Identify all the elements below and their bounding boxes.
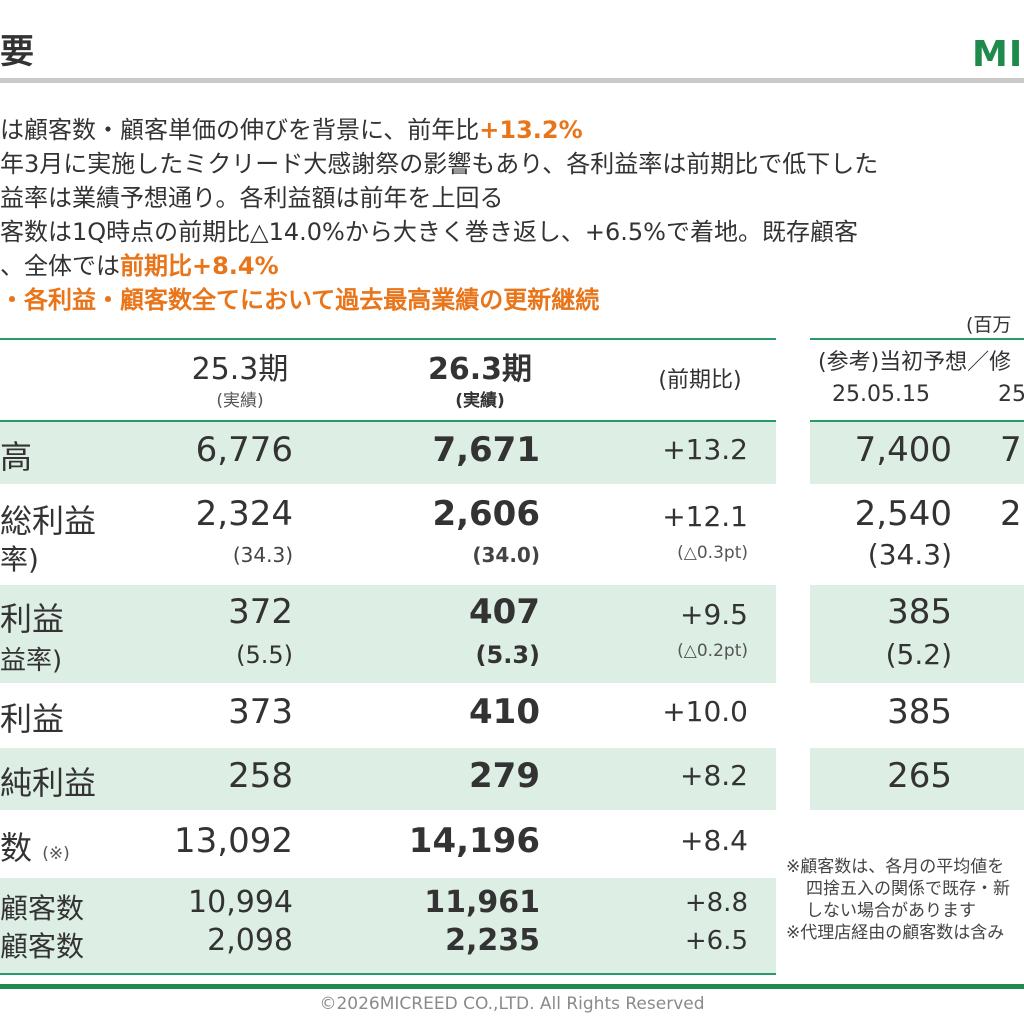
cell-yoy-sub: (△0.3pt) bbox=[677, 543, 748, 563]
cell-ref1: 385 bbox=[887, 692, 952, 732]
page-title: 要 bbox=[0, 32, 34, 72]
row-sub-label: 益率) bbox=[0, 646, 63, 676]
cell-ref1: 265 bbox=[887, 756, 952, 796]
cell-prev-sub: (5.5) bbox=[236, 641, 293, 669]
cell-ref1: 2,540 bbox=[854, 494, 952, 534]
cell-curr: 14,196 bbox=[408, 821, 540, 861]
ref-header-date2: 25 bbox=[998, 382, 1024, 407]
col-header-prev-sub: (実績) bbox=[216, 391, 264, 411]
highlight-customer-growth: 前期比+8.4% bbox=[120, 252, 279, 280]
cell-prev: 6,776 bbox=[195, 430, 293, 470]
row-band-sales bbox=[0, 422, 776, 484]
row-label: 高 bbox=[0, 438, 33, 476]
cell-prev: 10,994 bbox=[188, 885, 293, 920]
cell-curr: 11,961 bbox=[424, 885, 540, 920]
cell-ref1-sub: (34.3) bbox=[867, 538, 952, 571]
footer-divider bbox=[0, 984, 1024, 989]
row-band-customer-breakdown bbox=[0, 878, 776, 973]
ref-table-top-border bbox=[810, 338, 1024, 340]
row-label: 顧客数 bbox=[0, 892, 85, 925]
cell-curr: 407 bbox=[469, 592, 540, 632]
cell-ref1-sub: (5.2) bbox=[885, 638, 952, 671]
row-label: 顧客数 bbox=[0, 930, 85, 963]
cell-ref1: 7,400 bbox=[854, 430, 952, 470]
cell-curr: 2,235 bbox=[445, 923, 540, 958]
row-label: 総利益 bbox=[0, 502, 97, 540]
cell-curr: 410 bbox=[469, 692, 540, 732]
ref-row-band-operating bbox=[810, 585, 1024, 683]
cell-prev: 2,098 bbox=[207, 923, 293, 958]
highlight-sales-growth: +13.2% bbox=[479, 116, 583, 144]
cell-curr: 7,671 bbox=[432, 430, 540, 470]
cell-yoy: +6.5 bbox=[684, 926, 748, 956]
row-label-text: 数 bbox=[0, 829, 33, 867]
bullet-line-1: は顧客数・顧客単価の伸びを背景に、前年比+13.2% bbox=[0, 110, 583, 145]
cell-ref1: 385 bbox=[887, 592, 952, 632]
cell-curr-sub: (34.0) bbox=[472, 543, 540, 567]
cell-prev: 372 bbox=[228, 592, 293, 632]
cell-curr: 279 bbox=[469, 756, 540, 796]
header-bottom-border bbox=[0, 420, 776, 422]
cell-curr-sub: (5.3) bbox=[475, 641, 540, 669]
note-line-1: ※顧客数は、各月の平均値を bbox=[786, 857, 1005, 877]
bullet-text: は顧客数・顧客単価の伸びを背景に、前年比 bbox=[0, 116, 480, 144]
row-label: 利益 bbox=[0, 700, 65, 738]
logo-text-green: MI bbox=[972, 34, 1024, 75]
bullet-line-5: 、全体では前期比+8.4% bbox=[0, 246, 279, 281]
note-line-2: 四捨五入の関係で既存・新 bbox=[806, 879, 1010, 899]
cell-yoy: +9.5 bbox=[680, 598, 748, 631]
row-label: 数 (※) bbox=[0, 823, 70, 869]
note-line-3: しない場合があります bbox=[806, 901, 976, 921]
cell-yoy: +8.4 bbox=[680, 824, 748, 857]
row-band-operating bbox=[0, 585, 776, 683]
cell-curr: 2,606 bbox=[432, 494, 540, 534]
note-line-4: ※代理店経由の顧客数は含み bbox=[786, 923, 1005, 943]
cell-yoy: +10.0 bbox=[662, 695, 748, 728]
ref-header-date1: 25.05.15 bbox=[832, 382, 930, 407]
table-top-border bbox=[0, 338, 776, 340]
row-label: 純利益 bbox=[0, 764, 97, 802]
header-divider bbox=[0, 78, 1024, 83]
cell-prev: 258 bbox=[228, 756, 293, 796]
row-sub-label: 率) bbox=[0, 543, 39, 576]
col-header-curr-sub: (実績) bbox=[455, 391, 505, 411]
row-label: 利益 bbox=[0, 600, 65, 638]
cell-prev: 13,092 bbox=[174, 821, 293, 861]
ref-header-title: (参考)当初予想／修 bbox=[818, 350, 1012, 375]
cell-yoy: +12.1 bbox=[662, 500, 748, 533]
row-band-net bbox=[0, 748, 776, 810]
table-bottom-border bbox=[0, 973, 776, 975]
cell-yoy: +8.8 bbox=[684, 888, 748, 918]
bullet-text: 、全体では bbox=[0, 252, 120, 280]
cell-prev-sub: (34.3) bbox=[232, 543, 293, 567]
cell-yoy: +8.2 bbox=[680, 759, 748, 792]
cell-yoy-sub: (△0.2pt) bbox=[677, 641, 748, 661]
cell-ref2: 2 bbox=[1000, 494, 1022, 534]
cell-prev: 2,324 bbox=[195, 494, 293, 534]
cell-ref2: 7 bbox=[1000, 430, 1022, 470]
cell-prev: 373 bbox=[228, 692, 293, 732]
ref-row-band-sales bbox=[810, 422, 1024, 484]
col-header-curr: 26.3期 bbox=[427, 352, 533, 387]
col-header-prev: 25.3期 bbox=[191, 352, 289, 387]
ref-row-band-net bbox=[810, 748, 1024, 810]
cell-yoy: +13.2 bbox=[662, 433, 748, 466]
unit-label: (百万 bbox=[966, 314, 1012, 336]
bullet-line-6: ・各利益・顧客数全てにおいて過去最高業績の更新継続 bbox=[0, 286, 600, 314]
ref-header-bottom-border bbox=[810, 420, 1024, 422]
copyright-text: ©2026MICREED CO.,LTD. All Rights Reserve… bbox=[319, 994, 705, 1014]
bullet-line-3: 益率は業績予想通り。各利益額は前年を上回る bbox=[0, 184, 504, 212]
company-logo: MIC bbox=[972, 34, 1024, 75]
col-header-yoy: (前期比) bbox=[658, 368, 742, 393]
bullet-line-2: 年3月に実施したミクリード大感謝祭の影響もあり、各利益率は前期比で低下した bbox=[0, 150, 879, 178]
bullet-line-4: 客数は1Q時点の前期比△14.0%から大きく巻き返し、+6.5%で着地。既存顧客 bbox=[0, 218, 858, 246]
row-label-note: (※) bbox=[42, 844, 70, 864]
